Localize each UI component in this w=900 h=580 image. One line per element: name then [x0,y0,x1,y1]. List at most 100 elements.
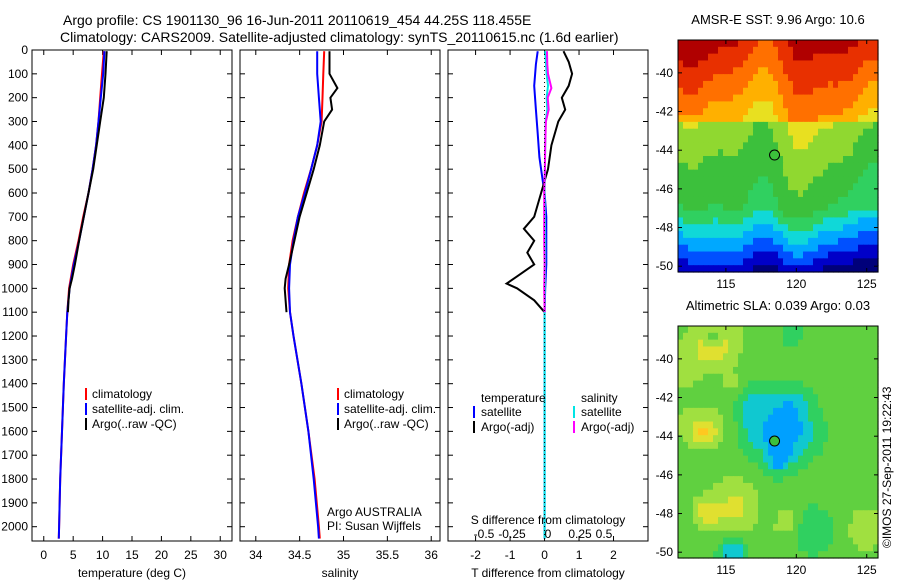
sst-map-cell [873,142,879,150]
sla-map-cell [818,462,824,470]
sla-map-cell [768,394,774,402]
sst-map-cell [873,258,879,266]
sst-map-cell [778,101,784,109]
sla-map-cell [748,332,754,341]
sla-map-cell [713,407,719,416]
sla-map-cell [708,489,714,498]
sst-map-cell [733,265,739,273]
sst-map-cell [708,142,714,150]
sst-map-cell [743,67,749,75]
sla-map-cell [753,387,759,395]
sst-map-cell [713,67,719,75]
sla-map-cell [868,435,874,443]
sla-map-cell [778,523,784,532]
sla-map-cell [713,373,719,382]
sst-map-cell [748,128,754,137]
sst-map-cell [858,196,864,205]
sst-map-cell [868,251,874,259]
sla-map-cell [798,510,804,518]
sst-map-cell [678,244,684,253]
sst-map-cell [723,196,729,205]
sst-map-cell [703,156,709,164]
sst-map-cell [693,74,699,82]
sst-map-cell [678,135,684,143]
sst-map-cell [873,251,879,259]
sst-map-cell [868,115,874,123]
sla-map-frame [677,325,879,559]
sla-map-cell [758,523,764,532]
sla-map-cell [763,387,769,395]
sla-map-cell [793,442,799,450]
sla-map-cell [813,537,819,545]
sla-map-cell [753,489,759,498]
sst-map-cell [678,169,684,178]
sst-map-cell [733,183,739,191]
sla-map-cell [678,421,684,429]
sst-map-cell [688,203,694,212]
sla-map-cell [843,380,849,389]
difference-axes-frame [447,49,649,542]
sla-map-cell [808,517,814,525]
sst-map-cell [853,101,859,109]
sst-map-cell [813,237,819,246]
sla-map-cell [728,530,734,539]
sla-map-cell [863,428,869,436]
sla-map-cell [823,551,829,559]
sla-map-cell [813,448,819,457]
sst-map-cell [743,74,749,82]
sst-map-cell [813,46,819,55]
sst-map-cell [768,224,774,232]
sla-map-cell [868,401,874,409]
sst-map-cell [873,237,879,246]
sst-map-cell [683,258,689,266]
sla-map-cell [848,537,854,545]
sla-map-cell [738,407,744,416]
sla-map-cell [683,387,689,395]
sst-map-cell [738,258,744,266]
sst-map-cell [728,53,734,62]
sst-map-cell [688,149,694,157]
sst-map-cell [713,265,719,273]
sla-map-cell [708,469,714,477]
sla-map-cell [783,530,789,539]
sla-map-cell [748,517,754,525]
sla-map-cell [813,544,819,552]
sla-map-cell [823,366,829,375]
sst-map-cell [688,169,694,178]
sla-map-cell [873,469,879,477]
sst-map-cell [688,74,694,82]
sst-map-cell [678,142,684,150]
sla-map-cell [813,360,819,368]
sst-map-cell [733,87,739,96]
sst-map-cell [833,237,839,246]
sst-map-cell [703,244,709,253]
sst-map-cell [713,196,719,205]
sst-map-cell [868,67,874,75]
sst-map-cell [718,128,724,137]
sla-map-cell [698,530,704,539]
sla-map-cell [708,510,714,518]
sst-map-cell [863,108,869,116]
sst-map-cell [798,156,804,164]
sla-map-cell [833,380,839,389]
sla-map-cell [743,489,749,498]
sla-map-cell [773,353,779,361]
sla-map-cell [678,544,684,552]
sst-map-cell [688,162,694,171]
sst-map-cell [818,74,824,82]
sla-map-cell [693,544,699,552]
sst-map-cell [713,115,719,123]
sla-map-cell [833,326,839,334]
sla-map-cell [868,380,874,389]
sla-map-cell [778,476,784,484]
sla-map-cell [693,455,699,464]
sla-map-cell [808,353,814,361]
sla-map-cell [718,401,724,409]
sst-map-cell [843,224,849,232]
sla-map-cell [773,339,779,348]
sla-map-cell [858,366,864,375]
sst-map-cell [863,203,869,212]
sla-map-cell [698,366,704,375]
sla-map-cell [873,428,879,436]
sla-map-cell [683,435,689,443]
